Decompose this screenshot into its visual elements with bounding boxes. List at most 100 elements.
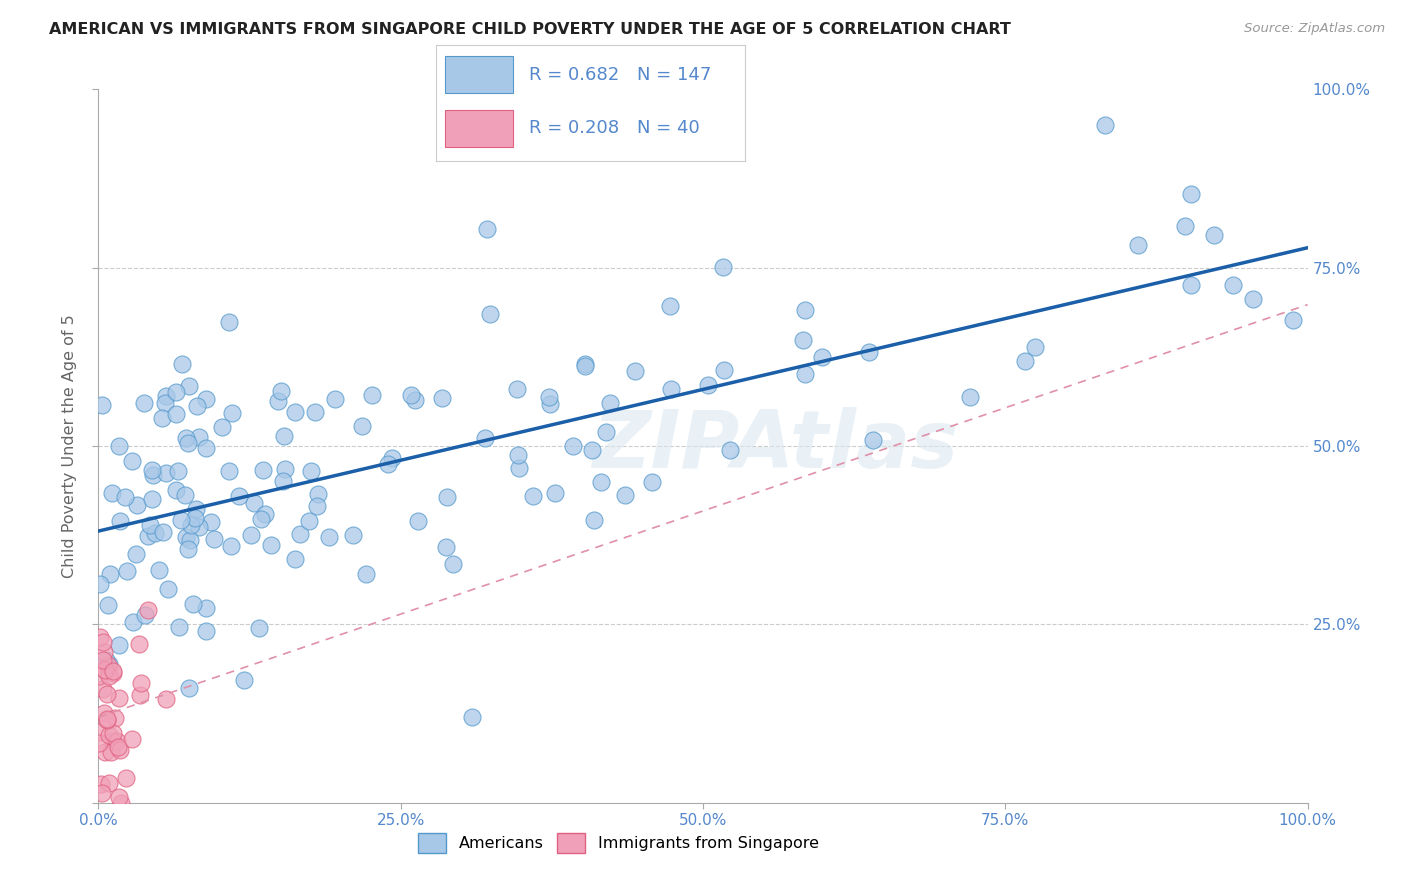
Point bbox=[377, 458, 399, 472]
Legend: Americans, Immigrants from Singapore: Americans, Immigrants from Singapore bbox=[411, 827, 825, 859]
Point bbox=[87, 735, 110, 749]
Point bbox=[179, 533, 201, 548]
Point bbox=[1180, 187, 1202, 202]
Point bbox=[107, 690, 129, 705]
Point bbox=[858, 345, 880, 359]
Point bbox=[115, 772, 138, 786]
Point bbox=[811, 350, 834, 364]
Point bbox=[108, 440, 131, 454]
Point bbox=[581, 443, 603, 458]
Point bbox=[87, 669, 110, 683]
Point bbox=[117, 565, 139, 579]
Point bbox=[711, 260, 734, 274]
Point bbox=[614, 488, 637, 502]
Point bbox=[134, 608, 156, 623]
Point bbox=[89, 630, 111, 644]
Point bbox=[181, 597, 204, 611]
Point bbox=[176, 542, 198, 557]
Text: R = 0.208: R = 0.208 bbox=[529, 120, 619, 137]
Point bbox=[718, 442, 741, 457]
Point bbox=[186, 399, 208, 413]
Point bbox=[299, 465, 322, 479]
Point bbox=[91, 653, 114, 667]
Point bbox=[101, 734, 124, 748]
Text: N = 40: N = 40 bbox=[637, 120, 700, 137]
Point bbox=[228, 489, 250, 503]
Point bbox=[184, 510, 207, 524]
Point bbox=[141, 491, 163, 506]
Point bbox=[167, 464, 190, 478]
Point bbox=[128, 688, 150, 702]
Point bbox=[107, 734, 129, 748]
Point bbox=[1202, 227, 1225, 242]
Y-axis label: Child Poverty Under the Age of 5: Child Poverty Under the Age of 5 bbox=[62, 314, 77, 578]
Point bbox=[211, 420, 233, 434]
Point bbox=[574, 357, 596, 371]
Point bbox=[122, 615, 145, 629]
Point bbox=[218, 464, 240, 478]
Point bbox=[93, 662, 115, 676]
Point bbox=[270, 384, 292, 398]
Point bbox=[101, 726, 124, 740]
Point bbox=[318, 530, 340, 544]
Point bbox=[862, 433, 884, 447]
Point bbox=[91, 634, 114, 648]
Point bbox=[304, 405, 326, 419]
Point bbox=[697, 378, 720, 392]
Point bbox=[156, 582, 179, 596]
Point bbox=[250, 512, 273, 526]
Point bbox=[508, 461, 530, 475]
Point bbox=[128, 637, 150, 651]
Point bbox=[121, 731, 143, 746]
Point bbox=[96, 687, 118, 701]
Point bbox=[298, 514, 321, 528]
Point bbox=[194, 624, 217, 639]
Point bbox=[121, 454, 143, 468]
Point bbox=[155, 389, 177, 403]
Point bbox=[108, 514, 131, 528]
Point bbox=[544, 486, 567, 500]
Point bbox=[574, 359, 596, 374]
Point bbox=[659, 382, 682, 396]
Point bbox=[97, 669, 120, 683]
Point bbox=[218, 315, 240, 329]
Point bbox=[522, 489, 544, 503]
Point bbox=[307, 487, 329, 501]
Point bbox=[658, 299, 681, 313]
Point bbox=[506, 382, 529, 396]
Point bbox=[794, 303, 817, 318]
Point bbox=[114, 490, 136, 504]
Point bbox=[177, 681, 200, 695]
Point bbox=[108, 742, 131, 756]
Point bbox=[173, 488, 195, 502]
Point bbox=[127, 498, 149, 512]
Point bbox=[478, 306, 501, 320]
Point bbox=[97, 598, 120, 612]
Point bbox=[1024, 340, 1046, 354]
Point bbox=[430, 391, 453, 405]
Point bbox=[1180, 277, 1202, 292]
Point bbox=[101, 486, 124, 500]
Point bbox=[460, 710, 482, 724]
Point bbox=[1094, 118, 1116, 132]
Point bbox=[273, 429, 295, 443]
Point bbox=[506, 448, 529, 462]
Point bbox=[98, 728, 121, 742]
Point bbox=[443, 557, 465, 571]
Point bbox=[240, 528, 263, 542]
Point bbox=[104, 711, 127, 725]
Point bbox=[361, 388, 384, 402]
Point bbox=[96, 713, 118, 727]
Point bbox=[188, 520, 211, 534]
Point bbox=[1174, 219, 1197, 233]
Point bbox=[97, 658, 120, 673]
Point bbox=[165, 483, 187, 497]
Point bbox=[583, 513, 606, 527]
Point bbox=[624, 364, 647, 378]
Point bbox=[194, 392, 217, 406]
Point bbox=[792, 333, 814, 347]
Point bbox=[202, 532, 225, 546]
Point bbox=[96, 653, 118, 667]
Point bbox=[219, 539, 242, 553]
Point bbox=[323, 392, 346, 406]
